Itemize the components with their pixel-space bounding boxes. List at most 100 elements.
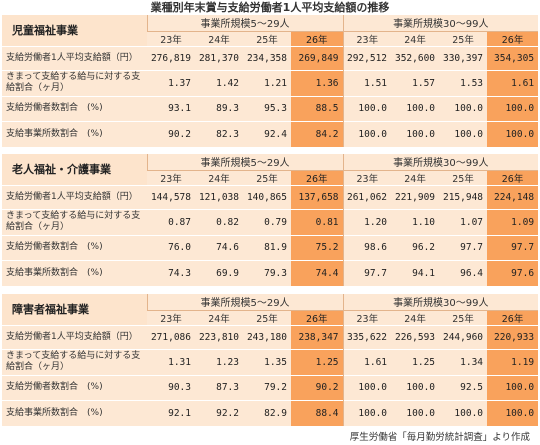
table-cell: 269,849 [291,45,344,70]
table-cell: 0.87 [147,208,195,235]
table-cell: 352,600 [391,45,440,70]
table-cell: 84.2 [291,120,344,147]
table-cell: 1.25 [391,348,440,375]
table-row: きまって支給する給与に対する支給割合（ヶ月） 0.87 0.82 0.79 0.… [2,208,539,235]
table-cell: 281,370 [195,45,243,70]
row-label: 支給労働者数割合 (%) [2,374,147,400]
table-cell: 1.07 [439,208,488,235]
table-cell: 90.3 [147,374,195,400]
table-cell: 1.42 [195,69,243,96]
table-cell: 100.0 [391,120,440,147]
table-cell: 89.3 [195,95,243,121]
table-cell: 335,622 [342,324,392,349]
table-cell: 69.9 [195,259,243,286]
data-table: 児童福祉事業 事業所規模5～29人 事業所規模30～99人 23年 24年 25… [2,15,539,147]
table-row: 支給労働者1人平均支給額（円） 271,086 223,810 243,180 … [2,324,539,349]
year-header: 25年 [243,31,291,46]
section-child-welfare: 児童福祉事業 事業所規模5～29人 事業所規模30～99人 23年 24年 25… [2,15,539,147]
section-elderly-care: 老人福祉・介護事業 事業所規模5～29人 事業所規模30～99人 23年 24年… [2,154,539,286]
table-cell: 79.2 [243,374,291,400]
table-cell: 1.37 [147,69,195,96]
group-header-medium: 事業所規模30～99人 [342,294,539,311]
table-cell: 100.0 [391,95,440,121]
table-cell: 1.21 [243,69,291,96]
year-header: 25年 [439,31,488,46]
table-cell: 0.82 [195,208,243,235]
row-label: 支給労働者1人平均支給額（円） [2,184,147,209]
table-row: 支給労働者数割合 (%) 93.1 89.3 95.3 88.5 100.0 1… [2,95,539,121]
table-cell: 97.7 [487,234,539,260]
year-header: 25年 [243,310,291,325]
row-label: 支給事業所数割合 (%) [2,399,147,426]
table-cell: 92.2 [195,399,243,426]
table-cell: 100.0 [487,95,539,121]
year-header: 25年 [439,310,488,325]
year-header: 25年 [439,170,488,185]
table-cell: 81.9 [243,234,291,260]
table-cell: 100.0 [439,95,488,121]
table-cell: 0.81 [291,208,344,235]
table-cell: 1.61 [342,348,392,375]
data-table: 老人福祉・介護事業 事業所規模5～29人 事業所規模30～99人 23年 24年… [2,154,539,286]
year-header-current: 26年 [487,31,539,46]
table-cell: 1.53 [439,69,488,96]
table-cell: 1.51 [342,69,392,96]
table-cell: 1.23 [195,348,243,375]
table-cell: 140,865 [243,184,291,209]
table-cell: 96.2 [391,234,440,260]
year-header-current: 26年 [291,310,344,325]
table-cell: 100.0 [391,399,440,426]
row-label: 支給事業所数割合 (%) [2,120,147,147]
table-cell: 97.7 [439,234,488,260]
table-cell: 92.1 [147,399,195,426]
table-cell: 75.2 [291,234,344,260]
table-cell: 100.0 [342,95,392,121]
table-cell: 1.35 [243,348,291,375]
row-label: きまって支給する給与に対する支給割合（ヶ月） [2,208,147,235]
table-cell: 82.3 [195,120,243,147]
table-row: 支給事業所数割合 (%) 92.1 92.2 82.9 88.4 100.0 1… [2,399,539,426]
year-header: 24年 [195,31,243,46]
table-cell: 0.79 [243,208,291,235]
table-cell: 1.09 [487,208,539,235]
year-header-current: 26年 [487,170,539,185]
page-title: 業種別年末賞与支給労働者1人平均支給額の推移 [150,1,390,14]
table-cell: 87.3 [195,374,243,400]
year-header-current: 26年 [487,310,539,325]
table-row: 支給労働者数割合 (%) 76.0 74.6 81.9 75.2 98.6 96… [2,234,539,260]
table-cell: 330,397 [439,45,488,70]
table-cell: 92.4 [243,120,291,147]
table-cell: 88.4 [291,399,344,426]
table-cell: 292,512 [342,45,392,70]
table-cell: 144,578 [147,184,195,209]
table-cell: 1.20 [342,208,392,235]
table-cell: 100.0 [391,374,440,400]
table-cell: 92.5 [439,374,488,400]
table-cell: 354,305 [487,45,539,70]
table-row: 支給労働者1人平均支給額（円） 276,819 281,370 234,358 … [2,45,539,70]
table-cell: 238,347 [291,324,344,349]
year-header: 23年 [147,310,195,325]
table-cell: 100.0 [342,374,392,400]
table-cell: 271,086 [147,324,195,349]
table-cell: 1.36 [291,69,344,96]
group-header-small: 事業所規模5～29人 [146,154,344,171]
row-label: 支給労働者数割合 (%) [2,234,147,260]
year-header: 23年 [342,170,392,185]
table-cell: 100.0 [487,374,539,400]
table-cell: 74.3 [147,259,195,286]
table-row: きまって支給する給与に対する支給割合（ヶ月） 1.31 1.23 1.35 1.… [2,348,539,375]
row-label: きまって支給する給与に対する支給割合（ヶ月） [2,69,147,96]
table-cell: 220,933 [487,324,539,349]
row-label: 支給労働者1人平均支給額（円） [2,324,147,349]
section-title: 障害者福祉事業 [2,294,147,325]
table-cell: 100.0 [342,120,392,147]
group-header-small: 事業所規模5～29人 [146,294,344,311]
table-row: 支給労働者1人平均支給額（円） 144,578 121,038 140,865 … [2,184,539,209]
year-header: 24年 [195,170,243,185]
table-cell: 276,819 [147,45,195,70]
group-header-medium: 事業所規模30～99人 [342,154,539,171]
table-cell: 1.31 [147,348,195,375]
table-cell: 94.1 [391,259,440,286]
table-cell: 121,038 [195,184,243,209]
